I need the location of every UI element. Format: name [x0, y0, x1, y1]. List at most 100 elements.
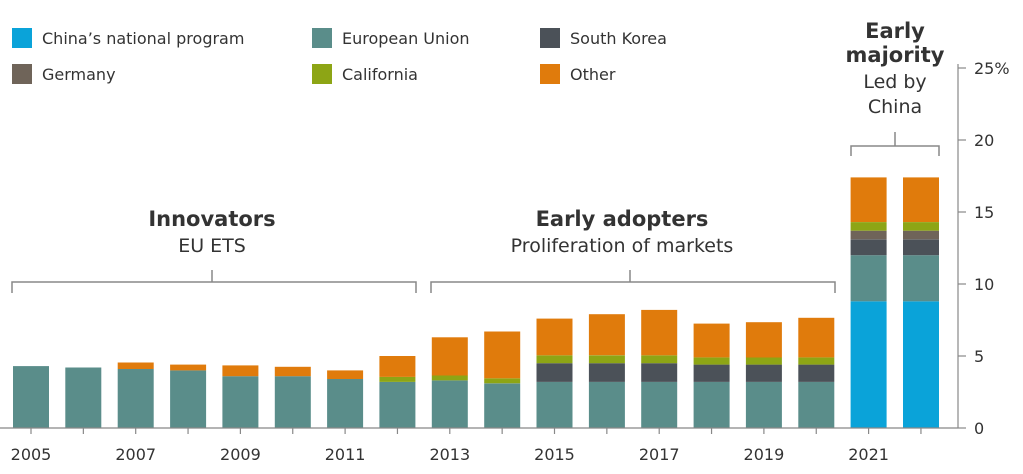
bar-segment-2011-5 [327, 370, 364, 379]
bar-segment-2008-1 [170, 370, 207, 428]
early-adopters-title: Early adopters [536, 207, 709, 231]
x-tick-label-2011: 2011 [325, 445, 366, 464]
innovators-title: Innovators [148, 207, 275, 231]
bar-segment-2022-2 [903, 239, 939, 256]
bar-segment-2021-2 [850, 239, 887, 256]
bar-segment-2016-2 [588, 363, 625, 382]
bar-segment-2015-4 [536, 355, 573, 364]
early-adopters-bracket-line [430, 270, 836, 293]
bar-segment-2015-5 [536, 318, 573, 356]
bar-segment-2019-4 [745, 357, 782, 365]
early-adopters-subtitle: Proliferation of markets [511, 235, 734, 257]
bar-segment-2017-5 [641, 309, 678, 356]
bar-segment-2014-1 [484, 383, 521, 428]
bar-segment-2005-1 [13, 366, 49, 428]
bar-segment-2020-2 [798, 364, 835, 382]
bar-segment-2007-5 [117, 362, 154, 369]
bar-segment-2007-1 [117, 369, 154, 428]
bar-segment-2012-4 [379, 376, 416, 382]
bar-segment-2020-5 [798, 317, 835, 358]
x-tick-label-2021: 2021 [848, 445, 889, 464]
legend-swatch-eu [312, 28, 332, 48]
bars-layer [13, 177, 939, 428]
bar-segment-2017-4 [641, 355, 678, 364]
y-tick-label-20: 20 [974, 131, 994, 150]
bar-segment-2014-5 [484, 331, 521, 379]
x-tick-label-2015: 2015 [534, 445, 575, 464]
bar-segment-2012-1 [379, 381, 416, 428]
bar-segment-2022-4 [903, 222, 939, 231]
bar-segment-2018-5 [693, 323, 730, 358]
bar-segment-2021-4 [850, 222, 887, 231]
bar-segment-2020-4 [798, 357, 835, 365]
bar-segment-2008-5 [170, 364, 207, 371]
y-tick-label-25: 25% [974, 59, 1010, 78]
y-tick-label-0: 0 [974, 419, 984, 438]
y-tick-label-5: 5 [974, 347, 984, 366]
bar-segment-2009-5 [222, 365, 259, 377]
bar-segment-2019-5 [745, 322, 782, 358]
bar-segment-2018-1 [693, 381, 730, 428]
bar-segment-2020-1 [798, 381, 835, 428]
legend-swatch-california [312, 64, 332, 84]
innovators-bracket-line [11, 270, 417, 293]
x-tick-label-2013: 2013 [429, 445, 470, 464]
bar-segment-2018-2 [693, 364, 730, 382]
bar-segment-2019-2 [745, 364, 782, 382]
legend-item-germany: Germany [12, 64, 116, 84]
x-tick-label-2017: 2017 [639, 445, 680, 464]
innovators-bracket: Innovators EU ETS [11, 207, 417, 293]
bar-segment-2017-2 [641, 363, 678, 382]
bar-segment-2010-5 [274, 366, 311, 377]
legend-swatch-china [12, 28, 32, 48]
x-axis: 2005 2007 2009 2011 2013 2015 2017 2019 2021 [0, 427, 958, 464]
early-majority-subtitle-line2: China [868, 96, 922, 118]
legend-item-other: Other [540, 64, 615, 84]
legend-label-california: California [342, 64, 418, 84]
legend-label-eu: European Union [342, 28, 470, 48]
y-tick-label-15: 15 [974, 203, 994, 222]
early-majority-title-line1: Early [865, 19, 925, 43]
early-majority-title-line2: majority [846, 43, 945, 67]
x-tick-label-2009: 2009 [220, 445, 261, 464]
bar-segment-2015-2 [536, 363, 573, 382]
bar-segment-2016-4 [588, 355, 625, 364]
bar-segment-2021-5 [850, 177, 887, 222]
bar-segment-2018-4 [693, 357, 730, 365]
bar-segment-2011-1 [327, 379, 364, 428]
bar-segment-2013-1 [431, 380, 468, 428]
x-tick-label-2007: 2007 [115, 445, 156, 464]
bar-segment-2021-3 [850, 230, 887, 240]
bar-segment-2017-1 [641, 381, 678, 428]
legend-swatch-germany [12, 64, 32, 84]
bar-segment-2021-1 [850, 255, 887, 302]
legend-label-south-korea: South Korea [570, 28, 667, 48]
legend-item-south-korea: South Korea [540, 28, 667, 48]
legend-label-other: Other [570, 64, 616, 84]
legend-label-china: China’s national program [42, 28, 245, 48]
bar-segment-2022-5 [903, 177, 939, 222]
bar-segment-2014-4 [484, 378, 521, 384]
bar-segment-2022-1 [903, 255, 939, 302]
legend-item-eu: European Union [312, 28, 470, 48]
bar-segment-2012-5 [379, 356, 416, 377]
x-tick-label-2005: 2005 [11, 445, 52, 464]
bar-segment-2022-0 [903, 301, 939, 428]
legend-swatch-other [540, 64, 560, 84]
bar-segment-2015-1 [536, 381, 573, 428]
y-tick-label-10: 10 [974, 275, 994, 294]
bar-segment-2021-0 [850, 301, 887, 428]
bar-segment-2009-1 [222, 376, 259, 428]
bar-segment-2010-1 [274, 376, 311, 428]
legend-swatch-south-korea [540, 28, 560, 48]
bar-segment-2016-5 [588, 314, 625, 356]
bar-segment-2019-1 [745, 381, 782, 428]
innovators-subtitle: EU ETS [178, 235, 246, 257]
early-majority-bracket-line [850, 132, 940, 156]
bar-segment-2006-1 [65, 367, 102, 428]
bar-segment-2016-1 [588, 381, 625, 428]
legend-label-germany: Germany [42, 64, 116, 84]
early-adopters-bracket: Early adopters Proliferation of markets [430, 207, 836, 293]
legend-item-china: China’s national program [12, 28, 244, 48]
